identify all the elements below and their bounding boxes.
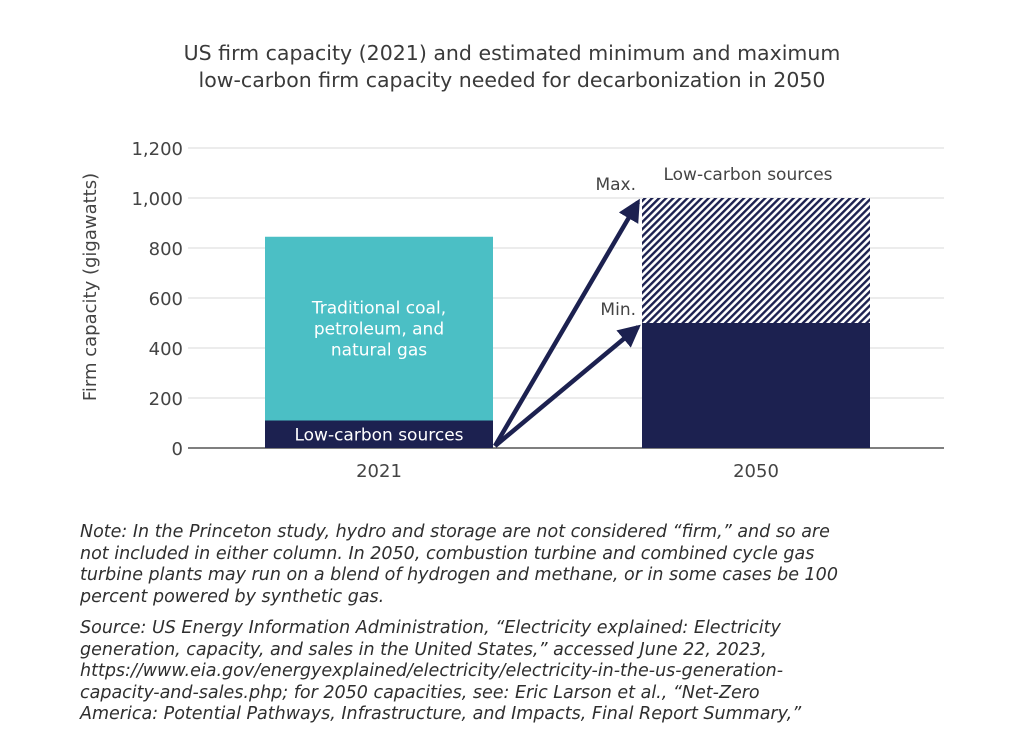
y-tick-label: 400 xyxy=(149,339,183,360)
y-tick-label: 200 xyxy=(149,389,183,410)
x-tick-label: 2050 xyxy=(733,461,779,482)
chart-title: US firm capacity (2021) and estimated mi… xyxy=(0,40,1024,94)
y-axis-label: Firm capacity (gigawatts) xyxy=(80,173,101,401)
note-text: Note: In the Princeton study, hydro and … xyxy=(80,522,838,607)
y-tick-label: 1,200 xyxy=(131,139,183,160)
annotation-min: Min. xyxy=(600,300,636,320)
chart-title-line-1: US firm capacity (2021) and estimated mi… xyxy=(183,41,841,65)
chart: 0 200 400 600 800 1,000 1,200 2021 2050 Low-carb… xyxy=(80,139,944,482)
x-tick-label: 2021 xyxy=(356,461,402,482)
bar-label-low-carbon-2050: Low-carbon sources xyxy=(663,165,832,185)
segment-label-traditional-line: Traditional coal, xyxy=(311,299,446,319)
chart-title-line-2: low-carbon firm capacity needed for deca… xyxy=(198,68,826,92)
bar-segment xyxy=(265,420,493,448)
bar-segment xyxy=(642,323,870,448)
notes: Note: In the Princeton study, hydro and … xyxy=(80,522,960,736)
y-tick-label: 600 xyxy=(149,289,183,310)
bar-segment xyxy=(642,198,870,323)
bar-segment xyxy=(265,236,493,421)
arrow-to-max xyxy=(493,198,640,448)
segment-label-traditional-line: petroleum, and xyxy=(314,320,444,340)
arrow-to-min xyxy=(493,324,641,448)
y-tick-label: 1,000 xyxy=(131,189,183,210)
y-tick-label: 800 xyxy=(149,239,183,260)
annotation-max: Max. xyxy=(595,175,636,195)
arrows xyxy=(493,198,641,448)
y-axis-ticks: 0 200 400 600 800 1,000 1,200 xyxy=(131,139,183,460)
y-tick-label: 0 xyxy=(172,439,183,460)
bars xyxy=(265,198,870,448)
bar-labels: 2021 2050 Low-carbon sources Traditional co… xyxy=(294,165,832,482)
source-text: Source: US Energy Information Administra… xyxy=(80,618,802,724)
segment-label-traditional-line: natural gas xyxy=(331,341,427,361)
segment-label-low-carbon-2021: Low-carbon sources xyxy=(294,425,463,445)
